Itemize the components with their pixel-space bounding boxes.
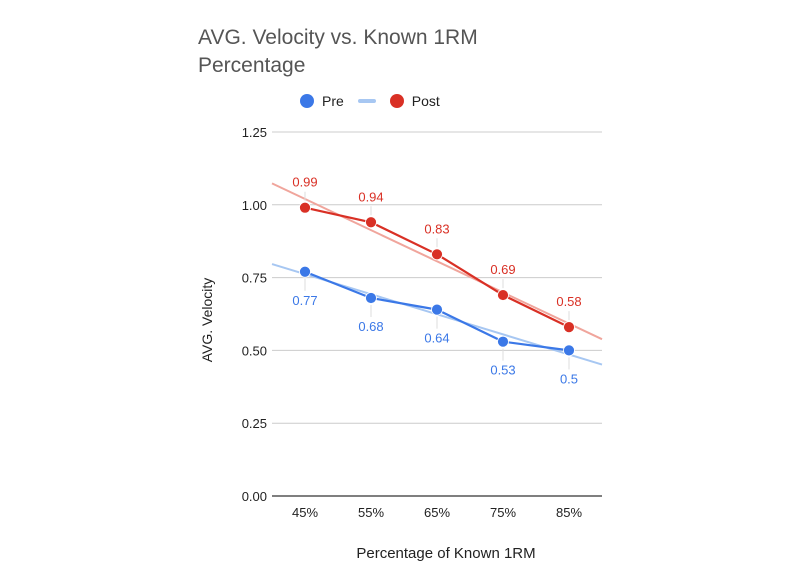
y-tick-label: 0.50 bbox=[242, 343, 267, 358]
data-point-pre[interactable] bbox=[299, 265, 311, 278]
data-labels: 0.77 0.68 0.64 0.53 0.5 0.99 0.94 0.83 0.69 0.58 bbox=[292, 175, 581, 387]
data-label-pre: 0.64 bbox=[424, 331, 449, 346]
chart-title: AVG. Velocity vs. Known 1RM Percentage bbox=[198, 26, 478, 77]
x-axis-label: Percentage of Known 1RM bbox=[356, 545, 535, 562]
x-tick-label: 45% bbox=[292, 505, 318, 520]
y-tick-labels: 0.00 0.25 0.50 0.75 1.00 1.25 bbox=[242, 125, 267, 504]
legend-item-post[interactable]: Post bbox=[389, 93, 440, 109]
data-label-post: 0.69 bbox=[490, 262, 515, 277]
data-point-pre[interactable] bbox=[431, 303, 443, 316]
legend-item-pre[interactable]: Pre bbox=[300, 93, 344, 109]
data-label-pre: 0.77 bbox=[292, 293, 317, 308]
legend-marker-post bbox=[389, 94, 404, 108]
legend-label-post: Post bbox=[411, 93, 440, 109]
x-tick-label: 75% bbox=[490, 505, 516, 520]
data-point-post[interactable] bbox=[431, 248, 443, 261]
legend: Pre Post bbox=[300, 90, 454, 112]
data-label-pre: 0.68 bbox=[358, 319, 383, 334]
y-tick-label: 1.00 bbox=[242, 198, 267, 213]
data-point-post[interactable] bbox=[563, 321, 575, 334]
x-tick-label: 65% bbox=[424, 505, 450, 520]
legend-label-pre: Pre bbox=[322, 93, 344, 109]
data-label-post: 0.99 bbox=[292, 175, 317, 190]
y-tick-label: 1.25 bbox=[242, 125, 267, 140]
data-label-post: 0.83 bbox=[424, 221, 449, 236]
y-tick-label: 0.75 bbox=[242, 271, 267, 286]
y-axis-label: AVG. Velocity bbox=[199, 278, 215, 363]
x-tick-label: 85% bbox=[556, 505, 582, 520]
data-point-pre[interactable] bbox=[497, 335, 509, 348]
data-point-post[interactable] bbox=[299, 201, 311, 214]
data-label-pre: 0.53 bbox=[490, 363, 515, 378]
x-tick-labels: 45% 55% 65% 75% 85% bbox=[292, 505, 582, 520]
data-point-pre[interactable] bbox=[563, 344, 575, 357]
y-tick-label: 0.25 bbox=[242, 416, 267, 431]
data-label-post: 0.94 bbox=[358, 189, 383, 204]
data-points bbox=[299, 201, 575, 357]
legend-trendline-marker bbox=[357, 99, 376, 103]
data-point-post[interactable] bbox=[497, 289, 509, 301]
gridlines bbox=[272, 131, 602, 497]
legend-marker-pre bbox=[300, 94, 314, 108]
trendline-post bbox=[271, 182, 603, 341]
data-point-pre[interactable] bbox=[365, 292, 377, 304]
data-label-post: 0.58 bbox=[556, 294, 581, 309]
data-point-post[interactable] bbox=[365, 216, 377, 229]
data-label-pre: 0.5 bbox=[560, 371, 578, 386]
x-tick-label: 55% bbox=[358, 505, 384, 520]
y-tick-label: 0.00 bbox=[242, 489, 267, 504]
